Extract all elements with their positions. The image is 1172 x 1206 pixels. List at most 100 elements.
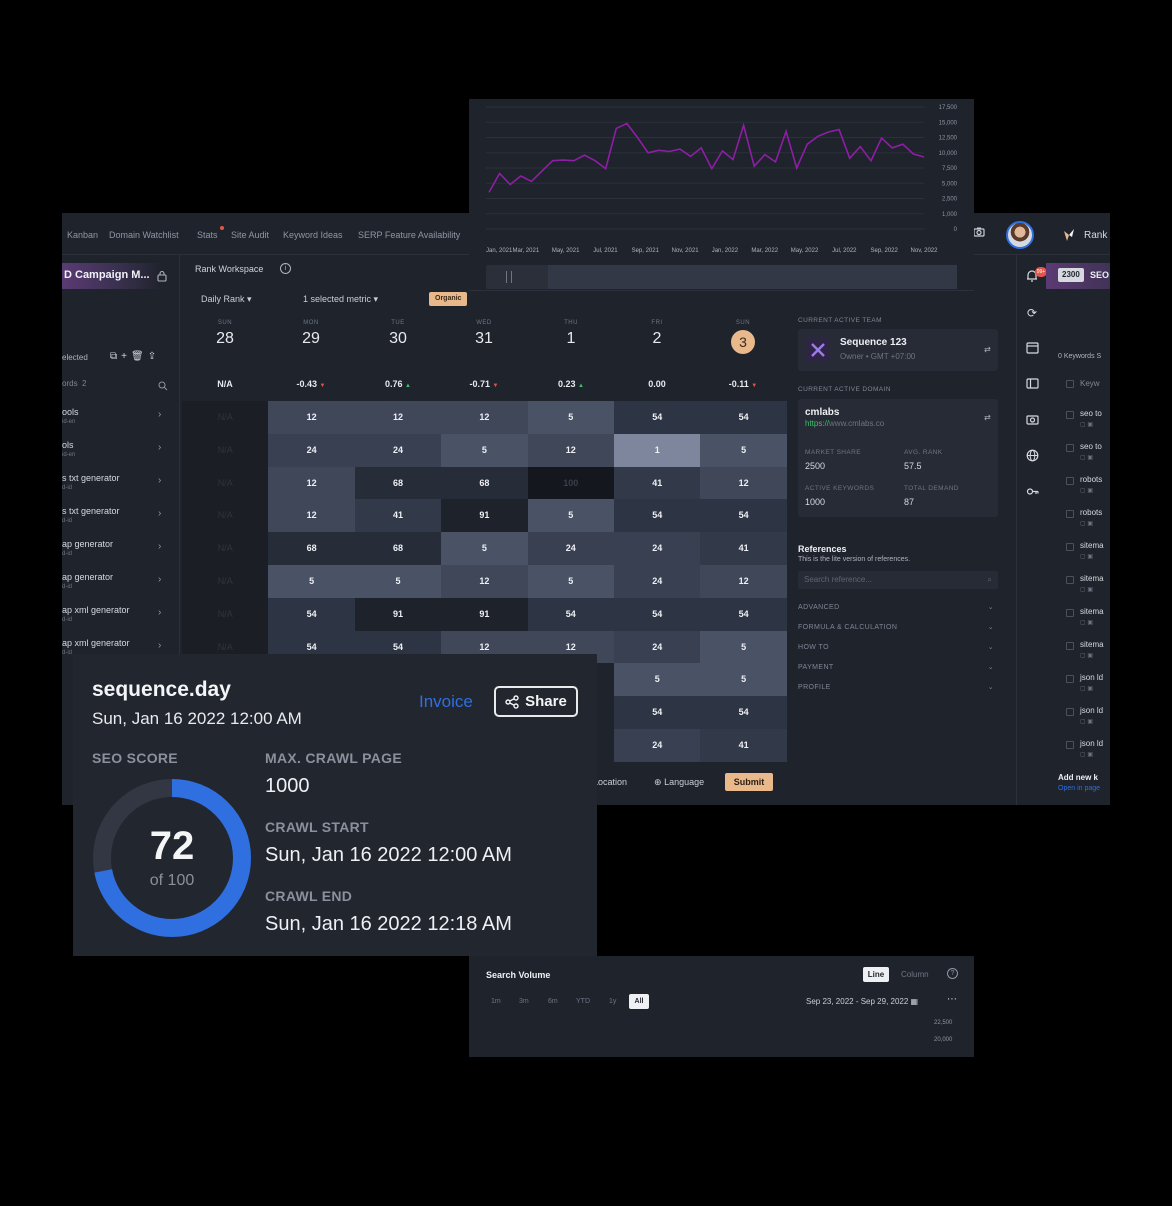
bulk-action-icons[interactable]: ⧉+🗑⇪ xyxy=(110,351,160,362)
rank-cell[interactable]: 68 xyxy=(441,466,528,500)
rank-cell[interactable]: 54 xyxy=(700,597,787,631)
rank-cell[interactable]: 12 xyxy=(441,401,528,434)
rank-cell[interactable]: 54 xyxy=(268,597,355,631)
keyword-item[interactable]: ap xml generator d-id › xyxy=(62,638,162,656)
help-icon[interactable]: ? xyxy=(947,968,958,979)
keyword-checkbox[interactable] xyxy=(1066,609,1074,617)
sync-icon[interactable]: ⟳ xyxy=(1026,306,1038,320)
keyword-checkbox[interactable] xyxy=(1066,741,1074,749)
nav-domain-watchlist[interactable]: Domain Watchlist xyxy=(109,230,179,240)
user-avatar[interactable] xyxy=(1006,221,1034,249)
keyword-checkbox[interactable] xyxy=(1066,477,1074,485)
range-navigator[interactable] xyxy=(486,265,957,289)
keyword-checkbox[interactable] xyxy=(1066,444,1074,452)
active-team-card[interactable]: Sequence 123 Owner • GMT +07:00 ⇄ xyxy=(798,329,998,371)
range-3m[interactable]: 3m xyxy=(519,998,529,1005)
rank-cell[interactable]: 24 xyxy=(614,630,701,664)
accordion-how-to[interactable]: HOW TO ⌄ xyxy=(798,644,994,651)
export-icon[interactable]: ⇪ xyxy=(147,351,161,362)
swap-icon[interactable]: ⇄ xyxy=(984,345,991,354)
metric-dropdown[interactable]: 1 selected metric ▾ xyxy=(303,294,379,304)
rank-cell[interactable]: 54 xyxy=(700,499,787,533)
rank-cell[interactable]: 5 xyxy=(527,401,614,434)
keyword-checkbox[interactable] xyxy=(1066,510,1074,518)
rank-cell[interactable]: 5 xyxy=(441,433,528,467)
rank-cell[interactable]: 5 xyxy=(700,433,787,467)
rank-cell[interactable]: 24 xyxy=(614,532,701,565)
keyword-item[interactable]: ap generator d-id › xyxy=(62,539,162,557)
rank-cell[interactable]: 41 xyxy=(700,729,787,762)
rank-cell[interactable]: 12 xyxy=(527,433,614,467)
column-toggle[interactable]: Column xyxy=(901,970,929,979)
daily-rank-dropdown[interactable]: Daily Rank ▾ xyxy=(201,294,252,304)
add-new-keyword-link[interactable]: Add new k xyxy=(1058,773,1099,782)
rank-cell[interactable]: 68 xyxy=(354,466,442,500)
line-toggle[interactable]: Line xyxy=(863,967,889,982)
open-in-page-link[interactable]: Open in page xyxy=(1058,785,1101,792)
accordion-formula[interactable]: FORMULA & CALCULATION ⌄ xyxy=(798,624,994,631)
rank-cell[interactable]: 5 xyxy=(614,663,701,697)
keyword-checkbox[interactable] xyxy=(1066,411,1074,419)
nav-serp-feature-availability[interactable]: SERP Feature Availability xyxy=(358,230,461,240)
delete-icon[interactable]: 🗑 xyxy=(130,351,148,362)
rank-cell[interactable]: 54 xyxy=(527,597,614,631)
keyword-name[interactable]: json ld xyxy=(1080,673,1104,682)
campaign-title[interactable]: D Campaign M... xyxy=(64,269,150,281)
keyword-item[interactable]: ools id-en › xyxy=(62,407,162,425)
rank-cell[interactable]: 68 xyxy=(268,532,355,565)
keyword-name[interactable]: json ld xyxy=(1080,706,1104,715)
rank-cell[interactable]: 12 xyxy=(354,401,442,434)
nav-stats[interactable]: Stats xyxy=(197,230,218,240)
rank-cell[interactable]: 12 xyxy=(268,466,355,500)
rank-cell[interactable]: N/A xyxy=(182,499,269,533)
accordion-profile[interactable]: PROFILE ⌄ xyxy=(798,684,994,691)
keyword-checkbox[interactable] xyxy=(1066,708,1074,716)
rank-cell[interactable]: 91 xyxy=(354,597,442,631)
screenshot-icon[interactable] xyxy=(1024,413,1040,429)
camera-icon[interactable] xyxy=(970,225,988,243)
language-filter[interactable]: ⊕ Language xyxy=(654,777,705,787)
rank-cell[interactable]: 24 xyxy=(268,433,355,467)
reference-search-input[interactable]: Search reference... ⌕ xyxy=(798,571,998,589)
copy-icon[interactable]: ⧉ xyxy=(110,351,122,362)
more-icon[interactable]: ⋯ xyxy=(947,994,957,1005)
rank-cell[interactable]: 5 xyxy=(354,565,442,598)
rank-cell[interactable]: 41 xyxy=(700,532,787,565)
range-handle[interactable] xyxy=(506,271,512,283)
keyword-checkbox[interactable] xyxy=(1066,576,1074,584)
layout-icon[interactable] xyxy=(1024,377,1040,393)
rank-cell[interactable]: 12 xyxy=(700,565,787,598)
rank-cell[interactable]: 54 xyxy=(614,597,701,631)
swap-icon[interactable]: ⇄ xyxy=(984,413,991,422)
rank-cell[interactable]: 12 xyxy=(700,466,787,500)
rank-cell[interactable]: 54 xyxy=(614,499,701,533)
rank-cell[interactable]: 5 xyxy=(527,499,614,533)
range-1m[interactable]: 1m xyxy=(491,998,501,1005)
rank-cell[interactable]: 5 xyxy=(700,663,787,697)
keyword-item[interactable]: ap generator d-id › xyxy=(62,572,162,590)
rank-cell[interactable]: 12 xyxy=(268,401,355,434)
range-ytd[interactable]: YTD xyxy=(576,998,590,1005)
rank-cell[interactable]: 54 xyxy=(614,696,701,729)
invoice-link[interactable]: Invoice xyxy=(419,692,473,711)
range-6m[interactable]: 6m xyxy=(548,998,558,1005)
keyword-name[interactable]: seo to xyxy=(1080,409,1102,418)
rank-cell[interactable]: 5 xyxy=(441,532,528,565)
keyword-name[interactable]: robots xyxy=(1080,475,1103,484)
range-selection[interactable] xyxy=(548,265,957,289)
domain-url[interactable]: https://www.cmlabs.co xyxy=(805,419,885,428)
rank-cell[interactable]: 24 xyxy=(527,532,614,565)
rank-cell[interactable]: N/A xyxy=(182,565,269,598)
rank-cell[interactable]: 5 xyxy=(527,565,614,598)
rank-cell[interactable]: 1 xyxy=(614,433,701,467)
rank-cell[interactable]: 24 xyxy=(614,565,701,598)
rank-cell[interactable]: 24 xyxy=(354,433,442,467)
keyword-item[interactable]: ap xml generator d-id › xyxy=(62,605,162,623)
rank-cell[interactable]: N/A xyxy=(182,401,269,434)
share-button[interactable]: Share xyxy=(494,686,578,717)
rank-cell[interactable]: 91 xyxy=(441,597,528,631)
keyword-name[interactable]: seo to xyxy=(1080,442,1102,451)
search-icon[interactable] xyxy=(158,378,168,391)
keyword-name[interactable]: sitema xyxy=(1080,541,1104,550)
rank-cell[interactable]: 41 xyxy=(614,466,701,500)
